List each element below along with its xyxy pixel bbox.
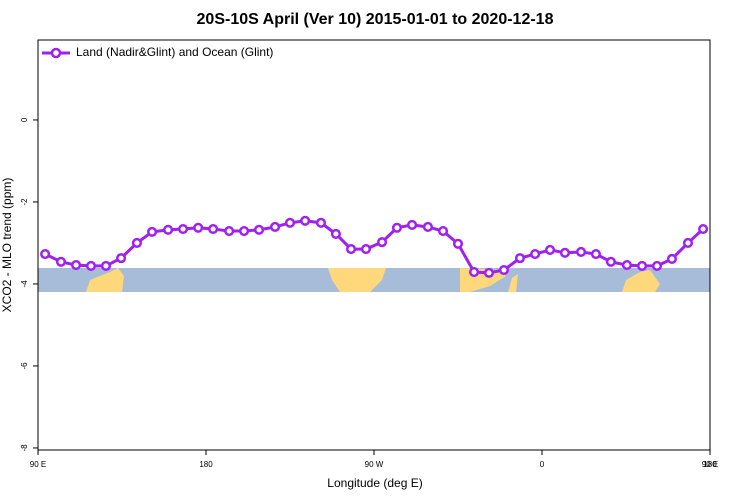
data-point [284,217,296,228]
data-point [360,244,372,255]
y-tick-label: -8 [20,444,29,452]
y-tick-label: -6 [20,362,29,370]
data-point [559,247,571,258]
data-point [300,215,311,226]
data-point [530,248,541,260]
data-point [131,237,142,248]
data-point [208,223,219,235]
y-tick-label: -2 [20,198,29,206]
data-point [698,223,709,235]
data-point [637,260,648,271]
data-point [239,226,250,237]
data-point [422,221,433,233]
y-tick-label: 0 [20,117,29,122]
x-tick-label: 90 E [30,460,46,469]
data-point [330,228,341,239]
data-point [177,223,189,235]
data-point [682,237,694,248]
data-point [391,222,403,233]
data-point [193,222,204,233]
data-point [147,226,158,237]
chart-title: 20S-10S April (Ver 10) 2015-01-01 to 202… [197,11,554,28]
data-point [438,226,449,237]
x-tick-label: 0 [540,460,545,469]
data-point [253,224,265,235]
data-point [55,256,67,267]
data-point [345,244,357,255]
data-point [483,267,495,278]
data-point [590,248,601,260]
x-tick-label: 90 E [702,460,718,469]
x-tick-label: 180 [703,460,717,469]
land-ocean-map [38,268,710,292]
data-point [40,248,51,260]
legend-label: Land (Nadir&Glint) and Ocean (Glint) [76,45,273,59]
data-point [407,219,418,230]
data-point [621,260,632,271]
data-line [44,219,705,275]
data-point [376,237,388,248]
data-point [575,246,587,258]
x-axis-label: Longitude (deg E) [327,476,422,490]
data-point [315,217,327,228]
data-point [71,260,82,271]
data-point [224,226,235,237]
x-tick-label: 180 [199,460,213,469]
data-point [452,238,464,249]
data-point [651,260,663,271]
data-point [666,253,677,264]
legend-marker [50,47,62,59]
data-point [116,253,127,264]
data-point [544,244,556,255]
data-point [270,221,281,233]
data-point [514,253,526,264]
y-axis-label: XCO2 - MLO trend (ppm) [0,178,14,313]
data-point [605,256,616,267]
data-point [469,267,480,278]
data-point [498,264,509,276]
data-point [163,224,174,235]
data-point [100,260,111,271]
y-tick-label: -4 [20,280,29,288]
x-tick-label: 90 W [365,460,384,469]
data-point [85,260,97,271]
